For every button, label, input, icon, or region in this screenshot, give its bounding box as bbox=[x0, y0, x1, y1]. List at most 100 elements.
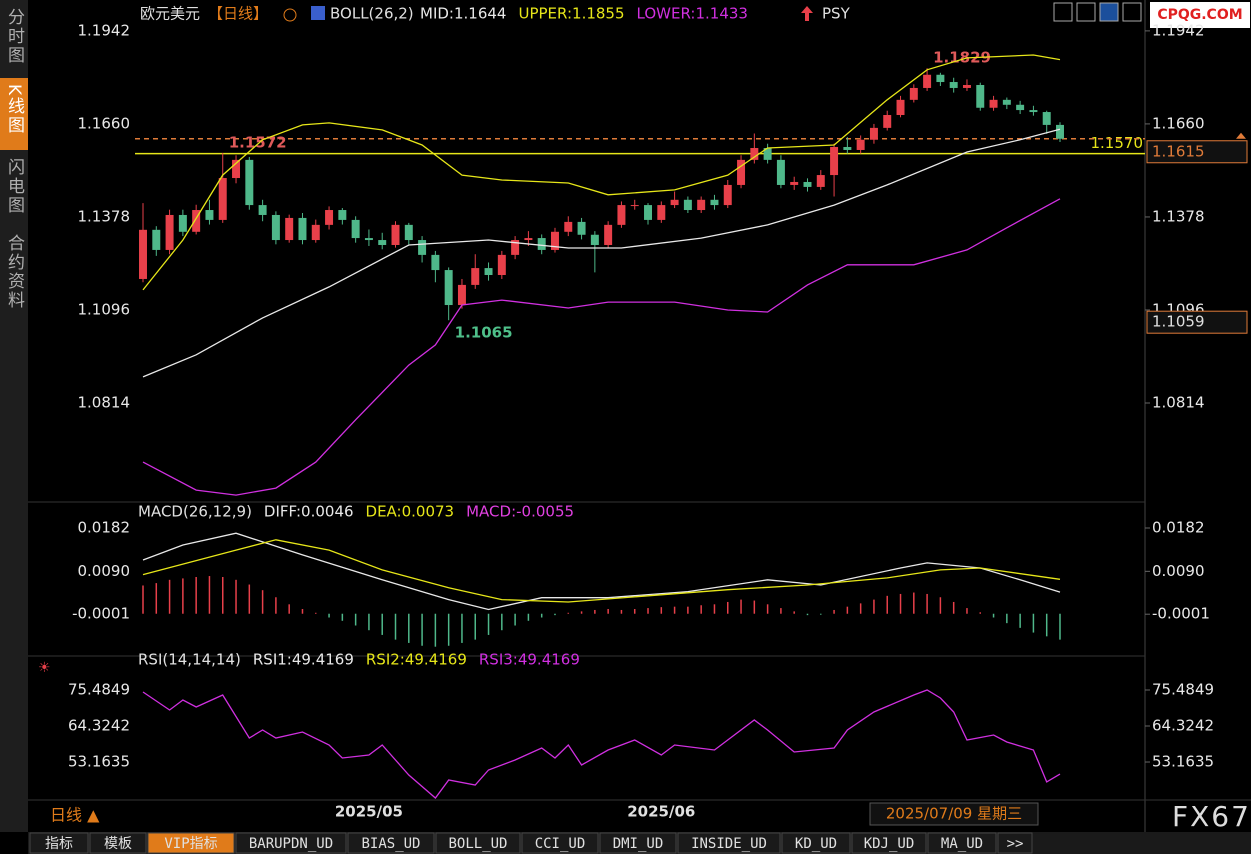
tab-label[interactable]: BARUPDN_UD bbox=[249, 836, 333, 852]
y-tick-label: 1.1660 bbox=[78, 114, 131, 132]
candle-body bbox=[923, 74, 932, 88]
tab-label[interactable]: 指标 bbox=[45, 836, 73, 852]
legend-entry: MID:1.1644 bbox=[420, 5, 506, 23]
sidebar-item[interactable]: 分时图 bbox=[4, 8, 25, 65]
indicator-line bbox=[142, 539, 1061, 603]
candle-body bbox=[776, 159, 785, 185]
candle-body bbox=[683, 199, 692, 211]
price-label: 1.1059 bbox=[1152, 313, 1205, 331]
settings-icon[interactable] bbox=[283, 8, 297, 22]
candle-body bbox=[205, 210, 214, 220]
toolbar-button[interactable] bbox=[1099, 2, 1119, 22]
candle-body bbox=[869, 127, 878, 140]
tab[interactable] bbox=[677, 832, 781, 854]
indicator-line bbox=[142, 532, 1061, 611]
arrow-icon bbox=[801, 6, 813, 21]
watermark: FX678 bbox=[1172, 800, 1251, 833]
extreme-label: 1.1829 bbox=[933, 49, 991, 67]
toolbar-button[interactable] bbox=[1122, 2, 1142, 22]
tab-label[interactable]: >> bbox=[1007, 836, 1024, 852]
y-tick-label-right: 0.0182 bbox=[1152, 519, 1205, 537]
sidebar-item[interactable]: K线图 bbox=[4, 84, 25, 135]
tab[interactable] bbox=[89, 832, 147, 854]
tab-label[interactable]: CCI_UD bbox=[535, 836, 586, 852]
candle-body bbox=[444, 270, 453, 306]
candle-body bbox=[763, 148, 772, 160]
candle-body bbox=[471, 268, 480, 285]
tab[interactable] bbox=[347, 832, 435, 854]
y-tick-label-right: -0.0001 bbox=[1152, 605, 1210, 623]
tab[interactable] bbox=[235, 832, 347, 854]
candle-body bbox=[644, 205, 653, 220]
y-tick-label: 1.1378 bbox=[78, 207, 131, 225]
indicator-line bbox=[142, 198, 1061, 496]
x-tick-label: 2025/05 bbox=[335, 803, 403, 821]
sidebar-item[interactable]: 合约资料 bbox=[4, 234, 25, 310]
candle-body bbox=[723, 184, 732, 206]
tab-label[interactable]: KD_UD bbox=[795, 836, 837, 852]
candle-body bbox=[962, 84, 971, 88]
extra-indicator: PSY bbox=[822, 5, 851, 23]
candle-body bbox=[577, 221, 586, 235]
tab[interactable] bbox=[521, 832, 599, 854]
candle-body bbox=[590, 234, 599, 245]
sidebar-item[interactable]: 闪电图 bbox=[4, 158, 24, 215]
tab[interactable] bbox=[29, 832, 89, 854]
tab-label[interactable]: 模板 bbox=[104, 836, 132, 852]
toolbar-button[interactable] bbox=[1053, 2, 1073, 22]
candle-body bbox=[271, 214, 280, 241]
indicator-icon[interactable] bbox=[311, 6, 325, 20]
toolbar-button[interactable] bbox=[1076, 2, 1096, 22]
tabs: 指标 模板 VIP指标 BARUPDN_UD BIAS_UD BOLL_UD CCI_UD D… bbox=[29, 832, 1033, 854]
tab[interactable] bbox=[599, 832, 677, 854]
candle-body bbox=[391, 224, 400, 245]
tab-label[interactable]: DMI_UD bbox=[613, 836, 664, 852]
candle-body bbox=[737, 159, 746, 185]
candle-body bbox=[245, 159, 254, 206]
tab[interactable] bbox=[997, 832, 1033, 854]
tab[interactable] bbox=[851, 832, 927, 854]
tab[interactable] bbox=[781, 832, 851, 854]
candle-body bbox=[418, 240, 427, 255]
tab[interactable] bbox=[927, 832, 997, 854]
rsi-icon: ☀ bbox=[38, 660, 51, 676]
y-tick-label-right: 75.4849 bbox=[1152, 681, 1214, 699]
candle-body bbox=[338, 210, 347, 220]
date-box bbox=[869, 802, 1039, 826]
candle-body bbox=[936, 74, 945, 83]
indicator-name: RSI(14,14,14) bbox=[138, 651, 241, 669]
tab-label[interactable]: INSIDE_UD bbox=[691, 836, 767, 852]
period-label: 【日线】 bbox=[208, 5, 268, 23]
y-tick-label-right: 64.3242 bbox=[1152, 717, 1214, 735]
tab-label[interactable]: KDJ_UD bbox=[864, 836, 915, 852]
indicator-line bbox=[142, 689, 1061, 799]
candle-body bbox=[298, 217, 307, 241]
candle-body bbox=[152, 229, 161, 250]
toolbar bbox=[1053, 2, 1142, 22]
y-tick-label-right: 1.1942 bbox=[1152, 21, 1205, 39]
candle-body bbox=[604, 224, 613, 245]
tab-label[interactable]: BIAS_UD bbox=[361, 836, 420, 852]
period-button[interactable]: 日线 ▲ bbox=[50, 806, 100, 825]
tab-label[interactable]: BOLL_UD bbox=[448, 836, 507, 852]
tab[interactable] bbox=[435, 832, 521, 854]
tab-label[interactable]: VIP指标 bbox=[164, 836, 217, 852]
y-tick-label: 1.1096 bbox=[78, 300, 131, 318]
extreme-label: 1.1065 bbox=[455, 324, 513, 342]
y-tick-label-right: 1.0814 bbox=[1152, 394, 1205, 412]
legend-entry: RSI3:49.4169 bbox=[479, 651, 580, 669]
candle-body bbox=[258, 205, 267, 215]
tab-label[interactable]: MA_UD bbox=[941, 836, 983, 852]
tab[interactable] bbox=[147, 832, 235, 854]
candle-body bbox=[1016, 104, 1025, 111]
candle-body bbox=[537, 238, 546, 250]
plot: 1.1942 1.1942 1.1660 1.1660 1.1378 1.1378 1.10… bbox=[68, 5, 1248, 821]
candle-body bbox=[497, 254, 506, 276]
logo: CPQG.COM bbox=[1157, 7, 1242, 23]
indicator-name: BOLL(26,2) bbox=[330, 5, 414, 23]
candle-body bbox=[178, 214, 187, 232]
y-tick-label: 1.1942 bbox=[78, 21, 131, 39]
y-tick-label: -0.0001 bbox=[72, 605, 130, 623]
candle-body bbox=[378, 240, 387, 245]
